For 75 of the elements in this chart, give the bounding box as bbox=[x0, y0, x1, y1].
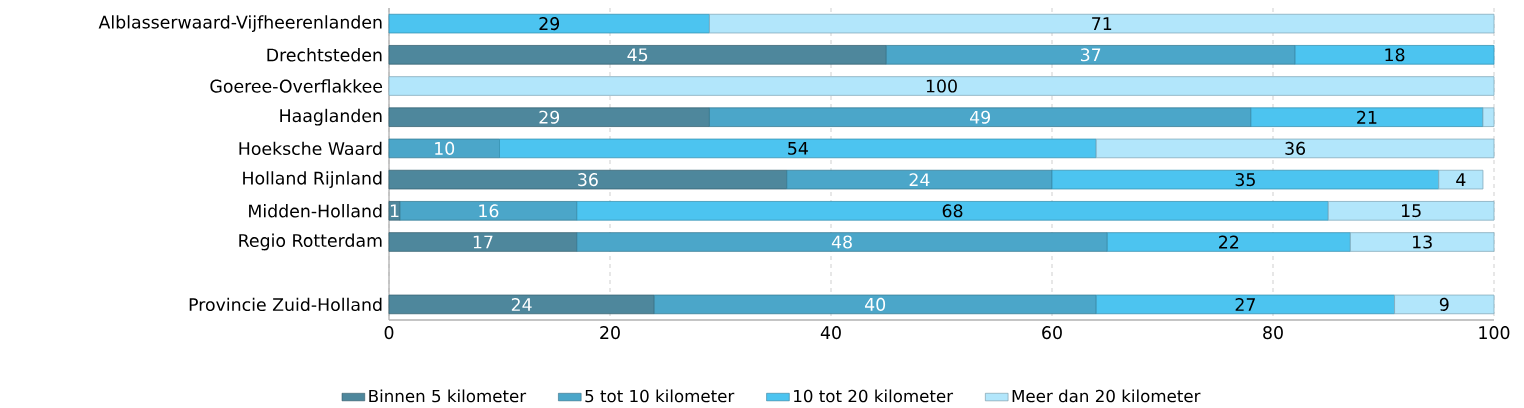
bar bbox=[653, 294, 1097, 315]
bar bbox=[1482, 107, 1495, 127]
data-label: 40 bbox=[865, 297, 886, 311]
y-tick-label: Hoeksche Waard bbox=[239, 141, 382, 156]
data-label: 15 bbox=[1402, 204, 1421, 218]
y-tick-label: Goeree-Overflakkee bbox=[210, 79, 383, 93]
data-label: 1 bbox=[390, 204, 399, 218]
y-tick-label: Haaglanden bbox=[280, 108, 382, 126]
data-label: 24 bbox=[511, 297, 532, 311]
data-label: 22 bbox=[1219, 235, 1239, 249]
y-tick-label: Regio Rotterdam bbox=[239, 233, 382, 251]
x-tick-label: 80 bbox=[1263, 326, 1283, 340]
data-label: 24 bbox=[909, 173, 930, 187]
x-tick-label: 40 bbox=[820, 326, 841, 340]
data-label: 18 bbox=[1385, 48, 1405, 62]
legend-label: 10 tot 20 kilometer bbox=[794, 389, 954, 403]
x-tick-label: 60 bbox=[1042, 326, 1062, 340]
bar bbox=[1095, 294, 1395, 315]
data-label: 68 bbox=[942, 204, 963, 218]
bar bbox=[388, 294, 655, 315]
data-label: 4 bbox=[1456, 173, 1466, 186]
data-label: 17 bbox=[473, 235, 493, 249]
bar bbox=[388, 13, 710, 34]
y-tick-label: Midden-Holland bbox=[249, 204, 382, 218]
data-label: 36 bbox=[1285, 141, 1306, 155]
data-label: 29 bbox=[539, 110, 560, 124]
data-label: 29 bbox=[539, 17, 560, 31]
bar bbox=[1106, 232, 1351, 252]
bar bbox=[1051, 169, 1440, 190]
bar bbox=[1349, 232, 1495, 252]
bar bbox=[388, 138, 500, 159]
bar bbox=[709, 13, 1495, 34]
data-label: 45 bbox=[627, 48, 648, 62]
y-tick-label: Alblasserwaard-Vijfheerenlanden bbox=[98, 15, 382, 32]
y-tick-label: Holland Rijnland bbox=[243, 171, 382, 188]
y-tick-label: Drechtsteden bbox=[267, 48, 382, 62]
data-label: 16 bbox=[479, 204, 499, 218]
bar bbox=[399, 201, 578, 221]
data-label: 35 bbox=[1235, 173, 1255, 187]
data-label: 36 bbox=[578, 173, 598, 187]
bar bbox=[1294, 45, 1495, 65]
x-tick-label: 100 bbox=[1479, 326, 1510, 340]
x-tick-label: 0 bbox=[384, 326, 394, 340]
bar bbox=[388, 45, 887, 65]
data-label: 27 bbox=[1235, 297, 1255, 311]
bar bbox=[388, 107, 710, 127]
bar bbox=[786, 169, 1053, 190]
bar bbox=[885, 45, 1296, 65]
bar bbox=[388, 76, 1495, 96]
data-label: 49 bbox=[969, 110, 990, 124]
data-label: 9 bbox=[1439, 297, 1449, 311]
bar bbox=[388, 169, 788, 190]
bar bbox=[388, 232, 578, 252]
bar bbox=[1250, 107, 1484, 127]
legend-label: 5 tot 10 kilometer bbox=[585, 389, 735, 403]
data-label: 71 bbox=[1092, 17, 1112, 30]
bar bbox=[576, 232, 1108, 252]
data-label: 37 bbox=[1080, 48, 1101, 62]
data-label: 48 bbox=[831, 235, 852, 249]
bar bbox=[1095, 138, 1495, 159]
legend-label: Meer dan 20 kilometer bbox=[1012, 389, 1201, 403]
bar bbox=[499, 138, 1097, 159]
data-label: 10 bbox=[435, 141, 455, 155]
y-tick-label: Provincie Zuid-Holland bbox=[189, 297, 382, 312]
data-label: 13 bbox=[1413, 235, 1432, 249]
bar bbox=[1327, 201, 1495, 221]
x-tick-label: 20 bbox=[600, 326, 620, 340]
legend-label: Binnen 5 kilometer bbox=[369, 389, 527, 403]
bar bbox=[576, 201, 1329, 221]
data-label: 21 bbox=[1357, 110, 1377, 124]
data-label: 100 bbox=[926, 79, 957, 93]
bar bbox=[1394, 294, 1495, 315]
bar bbox=[709, 107, 1252, 127]
data-label: 54 bbox=[788, 141, 808, 155]
bar bbox=[1438, 169, 1484, 190]
